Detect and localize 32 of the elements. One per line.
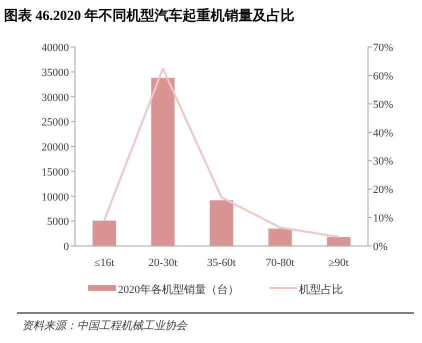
y-tick-label: 25000 — [42, 116, 70, 129]
bar — [92, 220, 116, 246]
y-tick-label: 5000 — [47, 216, 70, 228]
legend-label: 机型占比 — [299, 283, 343, 296]
x-tick-label: 20-30t — [148, 257, 178, 269]
y2-tick-label: 20% — [373, 184, 394, 196]
y-tick-label: 30000 — [42, 92, 70, 104]
y-tick-label: 0 — [64, 241, 70, 253]
y2-tick-label: 40% — [373, 127, 394, 140]
x-tick-label: 70-80t — [266, 257, 294, 269]
y-tick-label: 10000 — [42, 191, 70, 204]
y2-tick-label: 10% — [373, 212, 394, 225]
bar — [326, 237, 350, 246]
text: 资料来源：中国工程机械工业协会 — [22, 319, 188, 332]
chart-title: 图表 46.2020 年不同机型汽车起重机销量及占比 — [4, 7, 294, 24]
x-tick-label: ≥90t — [328, 257, 349, 269]
y2-tick-label: 0% — [373, 241, 388, 253]
bar — [210, 200, 234, 246]
legend-label: 2020年各机型销量（台） — [118, 283, 239, 296]
y-tick-label: 40000 — [42, 42, 70, 54]
y2-tick-label: 60% — [373, 70, 394, 82]
y-tick-label: 15000 — [42, 166, 70, 178]
y2-tick-label: 50% — [373, 98, 394, 111]
bar — [151, 78, 175, 246]
y-tick-label: 35000 — [42, 66, 70, 79]
x-tick-label: 35-60t — [207, 257, 236, 269]
bar — [268, 228, 292, 246]
x-tick-label: ≤16t — [94, 257, 114, 269]
line-series — [103, 68, 340, 238]
y2-tick-label: 30% — [373, 156, 394, 168]
y2-tick-label: 70% — [373, 42, 394, 54]
y-tick-label: 20000 — [42, 142, 70, 154]
